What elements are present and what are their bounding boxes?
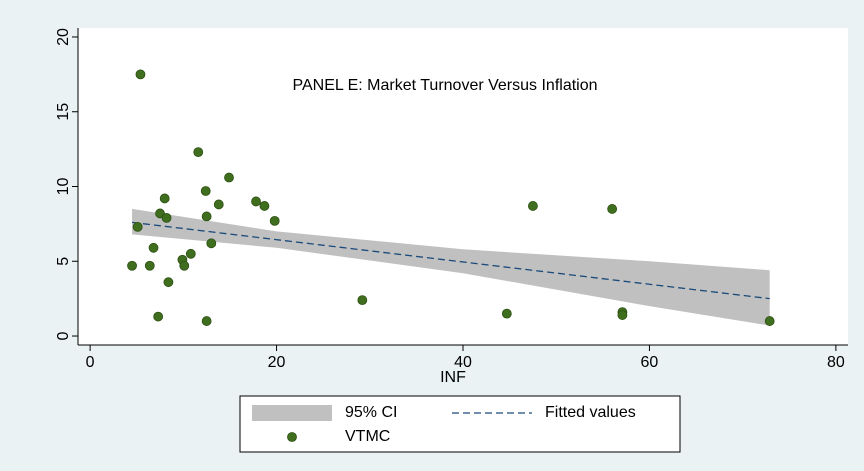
point (764, 316, 775, 326)
point (185, 248, 196, 259)
x-tick-label: 80 (827, 354, 845, 371)
point (269, 215, 280, 226)
point (159, 193, 170, 204)
point (200, 186, 211, 196)
point (607, 204, 618, 214)
x-tick-label: 20 (268, 354, 286, 371)
y-tick-label: 0 (55, 331, 72, 340)
point (132, 221, 143, 232)
point (528, 201, 538, 211)
point (163, 277, 174, 288)
point (127, 260, 137, 271)
point (144, 260, 155, 271)
legend-label: Fitted values (545, 404, 636, 421)
legend-swatch (287, 432, 297, 442)
point (213, 199, 224, 210)
chart-title: PANEL E: Market Turnover Versus Inflatio… (292, 77, 597, 94)
y-tick-label: 10 (55, 178, 72, 196)
point (135, 69, 146, 80)
point (179, 260, 190, 271)
point (153, 311, 164, 322)
legend-label: 95% CI (345, 404, 397, 421)
fitted-line (131, 221, 770, 300)
point (201, 316, 212, 326)
point (224, 172, 234, 183)
point (617, 310, 628, 320)
point (259, 201, 270, 211)
point (148, 242, 159, 253)
y-tick-label: 15 (55, 103, 72, 121)
point (501, 308, 512, 319)
x-tick-label: 0 (86, 354, 95, 371)
x-tick-label: 60 (641, 354, 659, 371)
point (161, 213, 172, 223)
point (357, 295, 368, 306)
y-tick-label: 20 (55, 28, 72, 46)
point (206, 238, 217, 249)
ci-band (132, 208, 770, 326)
point (201, 211, 212, 222)
legend-label: VTMC (345, 428, 390, 445)
x-axis-title: INF (440, 369, 466, 386)
legend-swatch (252, 405, 332, 421)
x-tick-label: 40 (454, 354, 472, 371)
point (193, 147, 204, 158)
y-tick-label: 5 (55, 257, 72, 266)
point (251, 196, 261, 207)
